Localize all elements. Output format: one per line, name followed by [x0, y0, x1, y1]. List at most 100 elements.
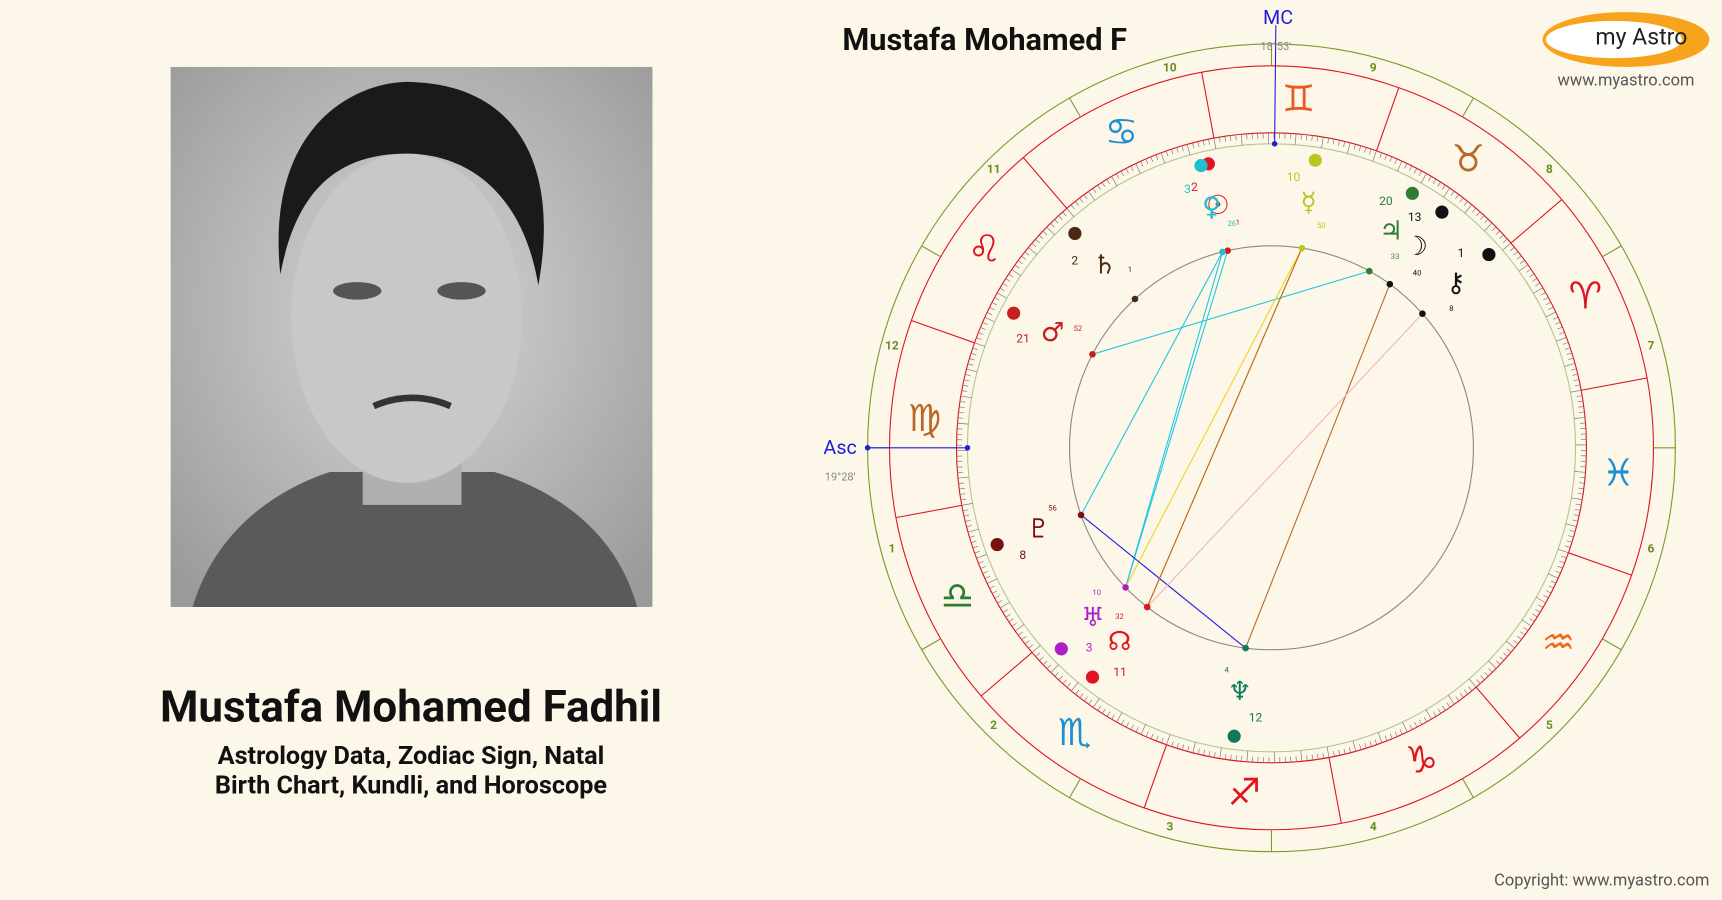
house-number: 1	[888, 542, 895, 556]
degree-tick	[1213, 138, 1217, 149]
degree-tick	[1140, 161, 1144, 167]
degree-tick	[1369, 741, 1372, 747]
degree-tick	[958, 482, 965, 484]
degree-tick	[1480, 675, 1485, 681]
degree-tick	[1566, 540, 1573, 543]
degree-tick	[976, 337, 982, 340]
degree-tick	[1576, 395, 1583, 397]
degree-tick	[1186, 144, 1191, 155]
degree-tick	[1125, 722, 1130, 728]
degree-tick	[1145, 731, 1149, 737]
degree-tick	[1543, 595, 1549, 599]
degree-tick	[994, 297, 1000, 301]
planet-marker	[1007, 306, 1021, 320]
house-number: 7	[1648, 338, 1655, 352]
degree-tick	[1510, 247, 1515, 252]
planet-degree: 13	[1408, 210, 1422, 224]
degree-tick	[1121, 719, 1125, 725]
degree-tick	[1464, 689, 1468, 695]
planet-marker	[1227, 729, 1241, 743]
sign-boundary	[980, 652, 1033, 697]
degree-tick	[978, 332, 984, 335]
degree-tick	[1574, 471, 1586, 473]
planet-point	[1122, 584, 1129, 591]
asc-position: 19°28'	[825, 470, 856, 483]
degree-tick	[1005, 278, 1011, 282]
degree-tick	[1018, 631, 1023, 636]
degree-tick	[1300, 750, 1303, 762]
planet-glyph: ☿︎	[1301, 188, 1317, 218]
planet-minute: 56	[1048, 503, 1057, 512]
house-number: 8	[1546, 162, 1553, 176]
ring	[1068, 245, 1474, 651]
degree-tick	[1513, 640, 1519, 645]
degree-tick	[1229, 135, 1232, 142]
planet-marker	[1405, 186, 1419, 200]
sign-glyph: ♊︎	[1282, 76, 1315, 120]
degree-tick	[1533, 287, 1543, 294]
degree-tick	[1476, 211, 1481, 217]
house-number: 6	[1648, 542, 1655, 556]
degree-tick	[1505, 640, 1515, 649]
degree-tick	[1054, 672, 1059, 677]
degree-tick	[1532, 278, 1538, 282]
planet-point	[1131, 295, 1139, 303]
degree-tick	[1135, 163, 1141, 174]
degree-tick	[1559, 560, 1565, 564]
sign-boundary	[1143, 744, 1168, 809]
degree-tick	[1568, 357, 1574, 361]
house-cusp	[1461, 97, 1474, 118]
logo[interactable]: my Astro	[1542, 12, 1710, 67]
house-cusp	[1601, 245, 1622, 258]
planet-minute: 40	[1413, 268, 1422, 277]
degree-tick	[1499, 234, 1504, 239]
degree-tick	[1155, 735, 1159, 742]
planet-minute: 33	[1391, 252, 1400, 261]
planet-point	[1366, 267, 1373, 275]
degree-tick	[1502, 238, 1508, 243]
degree-tick	[1472, 207, 1477, 213]
degree-tick	[1083, 696, 1088, 702]
degree-tick	[1561, 555, 1567, 559]
sign-glyph: ♎︎	[941, 573, 974, 617]
planet-marker	[1194, 159, 1208, 173]
degree-tick	[1054, 219, 1059, 224]
degree-tick	[1005, 613, 1011, 618]
degree-tick	[1428, 176, 1432, 182]
degree-tick	[1092, 188, 1097, 194]
planet-minute: 8	[1449, 304, 1453, 313]
degree-tick	[965, 519, 971, 522]
planet-marker	[1435, 205, 1449, 219]
degree-tick	[1577, 493, 1584, 495]
degree-tick	[1555, 570, 1561, 574]
site-url[interactable]: www.myastro.com	[1558, 72, 1695, 91]
degree-tick	[1359, 744, 1362, 750]
degree-tick	[1372, 150, 1377, 162]
degree-tick	[1464, 204, 1472, 214]
degree-tick	[1145, 158, 1149, 165]
degree-tick	[1176, 147, 1179, 153]
degree-tick	[1042, 660, 1048, 665]
degree-tick	[1441, 184, 1446, 190]
degree-tick	[1106, 711, 1111, 717]
degree-tick	[1433, 711, 1437, 717]
degree-tick	[1160, 152, 1166, 164]
degree-tick	[1577, 400, 1584, 403]
degree-tick	[1545, 301, 1551, 306]
house-cusp	[1461, 778, 1474, 798]
degree-tick	[972, 347, 979, 351]
degree-tick	[1557, 565, 1563, 569]
degree-tick	[1538, 604, 1544, 608]
degree-tick	[1317, 753, 1319, 760]
degree-tick	[1165, 150, 1169, 157]
degree-tick	[1102, 708, 1106, 714]
aspect-line	[1146, 247, 1303, 608]
degree-tick	[1031, 645, 1041, 653]
planet-degree: 1	[1458, 246, 1465, 260]
sign-glyph: ♋︎	[1105, 109, 1138, 153]
degree-tick	[1399, 729, 1403, 735]
degree-tick	[986, 312, 993, 315]
planet-glyph: ♇︎	[1027, 514, 1051, 544]
planet-point	[1219, 248, 1226, 256]
degree-tick	[961, 390, 968, 392]
